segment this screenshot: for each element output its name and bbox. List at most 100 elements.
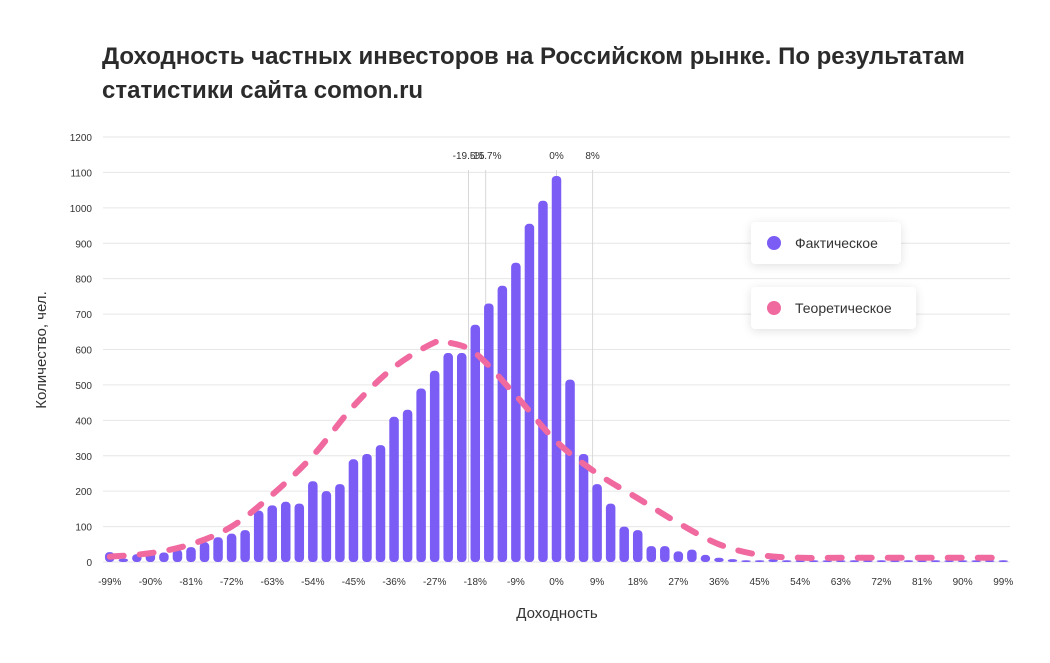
x-tick-label: -72% [220, 577, 243, 588]
y-tick-label: 100 [75, 523, 92, 534]
bar [429, 370, 440, 562]
bar [605, 503, 616, 562]
y-tick-label: 800 [75, 275, 92, 286]
chart-title: Доходность частных инвесторов на Российс… [102, 43, 965, 104]
y-tick-label: 200 [75, 487, 92, 498]
y-tick-label: 0 [86, 558, 92, 569]
bar [673, 551, 684, 562]
actual-bars [105, 175, 1008, 563]
bar [389, 416, 399, 562]
y-tick-label: 400 [75, 416, 92, 427]
x-tick-label: -90% [139, 577, 162, 588]
bar [741, 560, 751, 562]
bar [172, 549, 183, 562]
bar [308, 481, 318, 562]
x-tick-label: 9% [590, 577, 605, 588]
legend-actual: Фактическое [751, 222, 901, 264]
x-tick-label: 81% [912, 577, 932, 588]
bar [281, 501, 291, 562]
bar [240, 530, 250, 562]
bar [294, 503, 305, 562]
x-tick-label: -27% [423, 577, 446, 588]
bar [226, 533, 237, 562]
legend-actual-label: Фактическое [795, 235, 878, 251]
x-tick-label: 54% [790, 577, 810, 588]
y-tick-label: 1000 [70, 204, 93, 215]
bar [375, 445, 386, 562]
bar [754, 560, 765, 562]
bar [524, 223, 535, 563]
bar [253, 510, 264, 562]
y-tick-labels: 0 100 200 300 400 500 600 700 800 900 1000 1100 1200 [70, 133, 93, 569]
y-axis-label: Количество, чел. [33, 291, 50, 408]
y-tick-label: 900 [75, 239, 92, 250]
bar [186, 547, 196, 562]
bar [903, 560, 914, 562]
x-tick-label: 0% [549, 577, 564, 588]
bar [727, 559, 738, 562]
theoretical-curve [106, 337, 1007, 561]
legend-theoretical: Теоретическое [751, 287, 916, 329]
x-tick-label: 72% [871, 577, 891, 588]
bar [335, 484, 345, 562]
bar [768, 559, 778, 562]
reference-label: 8% [585, 151, 600, 162]
legend-theoretical-label: Теоретическое [795, 300, 892, 316]
bar [578, 453, 589, 562]
x-tick-label: -18% [464, 577, 487, 588]
bar [470, 324, 481, 562]
bar [565, 379, 575, 562]
bar [321, 491, 332, 562]
bar [213, 537, 223, 562]
bar [511, 262, 521, 562]
bar [416, 388, 426, 562]
y-tick-label: 500 [75, 381, 92, 392]
x-tick-labels: -99% -90% -81% -72% -63% -54% -45% -36% -27% -18%… [98, 577, 1013, 588]
bar [118, 558, 129, 562]
bar [402, 409, 413, 562]
y-tick-label: 600 [75, 346, 92, 357]
x-tick-label: 18% [628, 577, 648, 588]
x-tick-label: -81% [179, 577, 202, 588]
x-tick-label: -63% [261, 577, 284, 588]
bar [159, 552, 169, 562]
bar [700, 554, 711, 562]
theoretical-legend-dot [767, 301, 781, 315]
x-tick-label: -99% [98, 577, 121, 588]
bar [267, 505, 277, 562]
bar [348, 459, 359, 562]
bar [660, 546, 670, 562]
bar [592, 484, 602, 562]
reference-label: 0% [549, 151, 564, 162]
bar [199, 542, 210, 562]
bar [687, 549, 697, 562]
bar [632, 530, 643, 562]
x-tick-label: -45% [342, 577, 365, 588]
bar [930, 560, 941, 562]
bar [443, 353, 453, 562]
bar [538, 200, 548, 562]
y-tick-label: 300 [75, 452, 92, 463]
bar [497, 285, 508, 562]
bar [484, 303, 494, 562]
x-tick-label: 99% [993, 577, 1013, 588]
actual-legend-dot [767, 236, 781, 250]
x-axis-label: Доходность [516, 605, 598, 622]
x-tick-label: -54% [301, 577, 324, 588]
bar [551, 175, 562, 563]
bar [619, 526, 629, 562]
bar [456, 353, 467, 562]
bar [714, 557, 724, 562]
bar [876, 560, 887, 562]
x-tick-label: -36% [382, 577, 405, 588]
bar [646, 546, 657, 562]
bar [998, 560, 1008, 562]
y-tick-label: 700 [75, 310, 92, 321]
bar [781, 560, 792, 562]
bar [362, 453, 372, 562]
x-tick-label: 45% [750, 577, 770, 588]
y-tick-label: 1200 [70, 133, 93, 144]
x-tick-label: 90% [953, 577, 973, 588]
reference-label: -15.7% [470, 151, 502, 162]
